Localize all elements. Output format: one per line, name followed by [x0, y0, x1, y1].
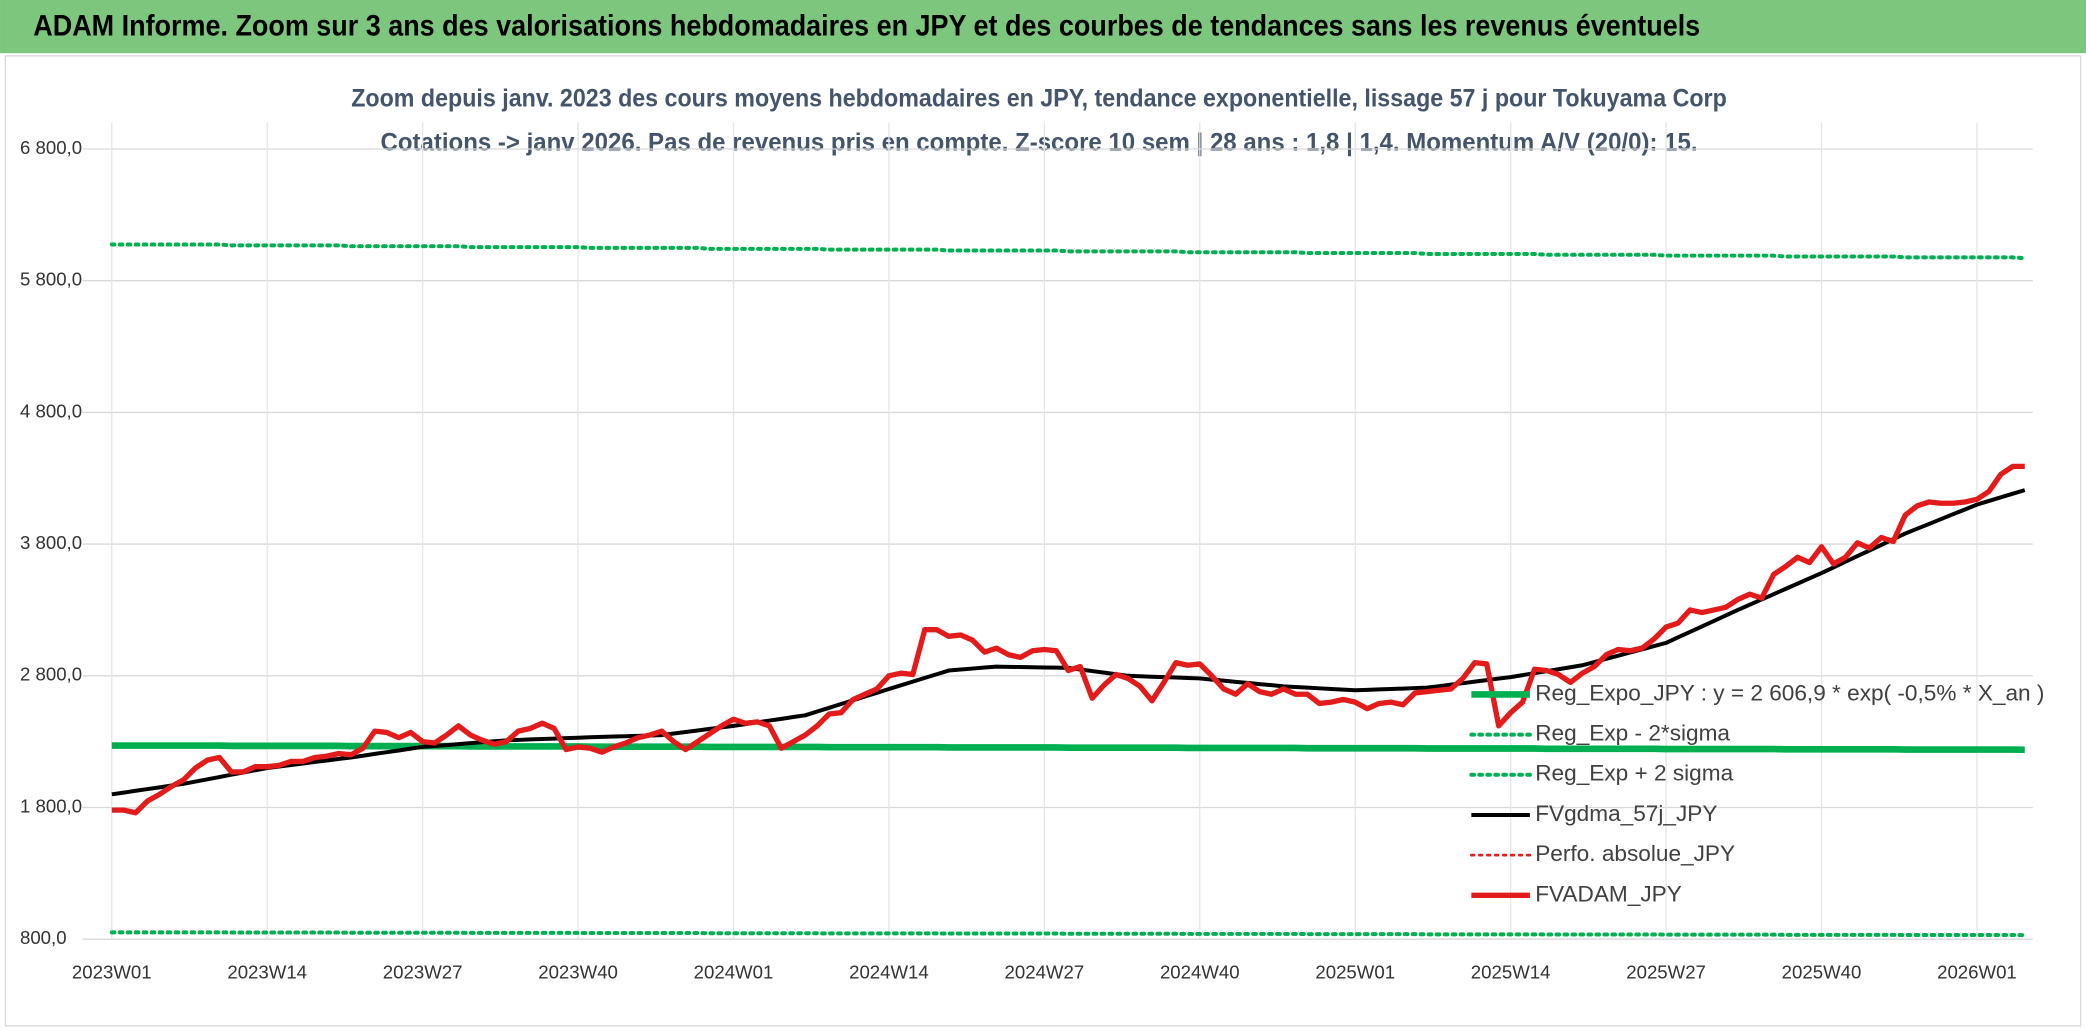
chart-title: Zoom depuis janv. 2023 des cours moyens … — [351, 84, 1727, 112]
x-tick-label: 2026W01 — [1937, 962, 2017, 983]
x-tick-label: 2025W40 — [1782, 962, 1862, 983]
x-tick-label: 2023W01 — [72, 962, 152, 983]
y-tick-label: 800,0 — [20, 927, 67, 948]
header-title: ADAM Informe. Zoom sur 3 ans des valoris… — [33, 11, 1700, 43]
legend-label: FVgdma_57j_JPY — [1535, 801, 1717, 826]
x-tick-label: 2023W40 — [538, 962, 618, 983]
legend-label: Reg_Expo_JPY : y = 2 606,9 * exp( -0,5% … — [1535, 680, 2044, 705]
x-tick-label: 2025W01 — [1315, 962, 1395, 983]
y-tick-label: 5 800,0 — [20, 269, 82, 290]
y-tick-label: 4 800,0 — [20, 400, 82, 421]
x-tick-label: 2024W27 — [1005, 962, 1085, 983]
legend-label: Reg_Exp - 2*sigma — [1535, 721, 1730, 746]
chart-subtitle: Cotations -> janv 2026. Pas de revenus p… — [380, 128, 1697, 156]
y-tick-label: 3 800,0 — [20, 532, 82, 553]
series-line — [109, 242, 2027, 261]
x-tick-label: 2024W14 — [849, 962, 929, 983]
x-tick-label: 2023W14 — [227, 962, 307, 983]
legend-label: Reg_Exp + 2 sigma — [1535, 761, 1733, 786]
legend-label: Perfo. absolue_JPY — [1535, 841, 1735, 866]
header-bar — [0, 0, 2086, 54]
x-tick-label: 2024W01 — [694, 962, 774, 983]
series-line — [111, 463, 2025, 816]
y-tick-label: 2 800,0 — [20, 664, 82, 685]
x-tick-label: 2023W27 — [383, 962, 463, 983]
y-tick-label: 1 800,0 — [20, 795, 82, 816]
x-tick-label: 2025W27 — [1626, 962, 1706, 983]
chart-frame — [4, 55, 2082, 1027]
legend-label: FVADAM_JPY — [1535, 881, 1682, 906]
x-tick-label: 2024W40 — [1160, 962, 1240, 983]
series-line — [109, 930, 2027, 938]
x-tick-label: 2025W14 — [1471, 962, 1551, 983]
y-tick-label: 6 800,0 — [20, 137, 82, 158]
